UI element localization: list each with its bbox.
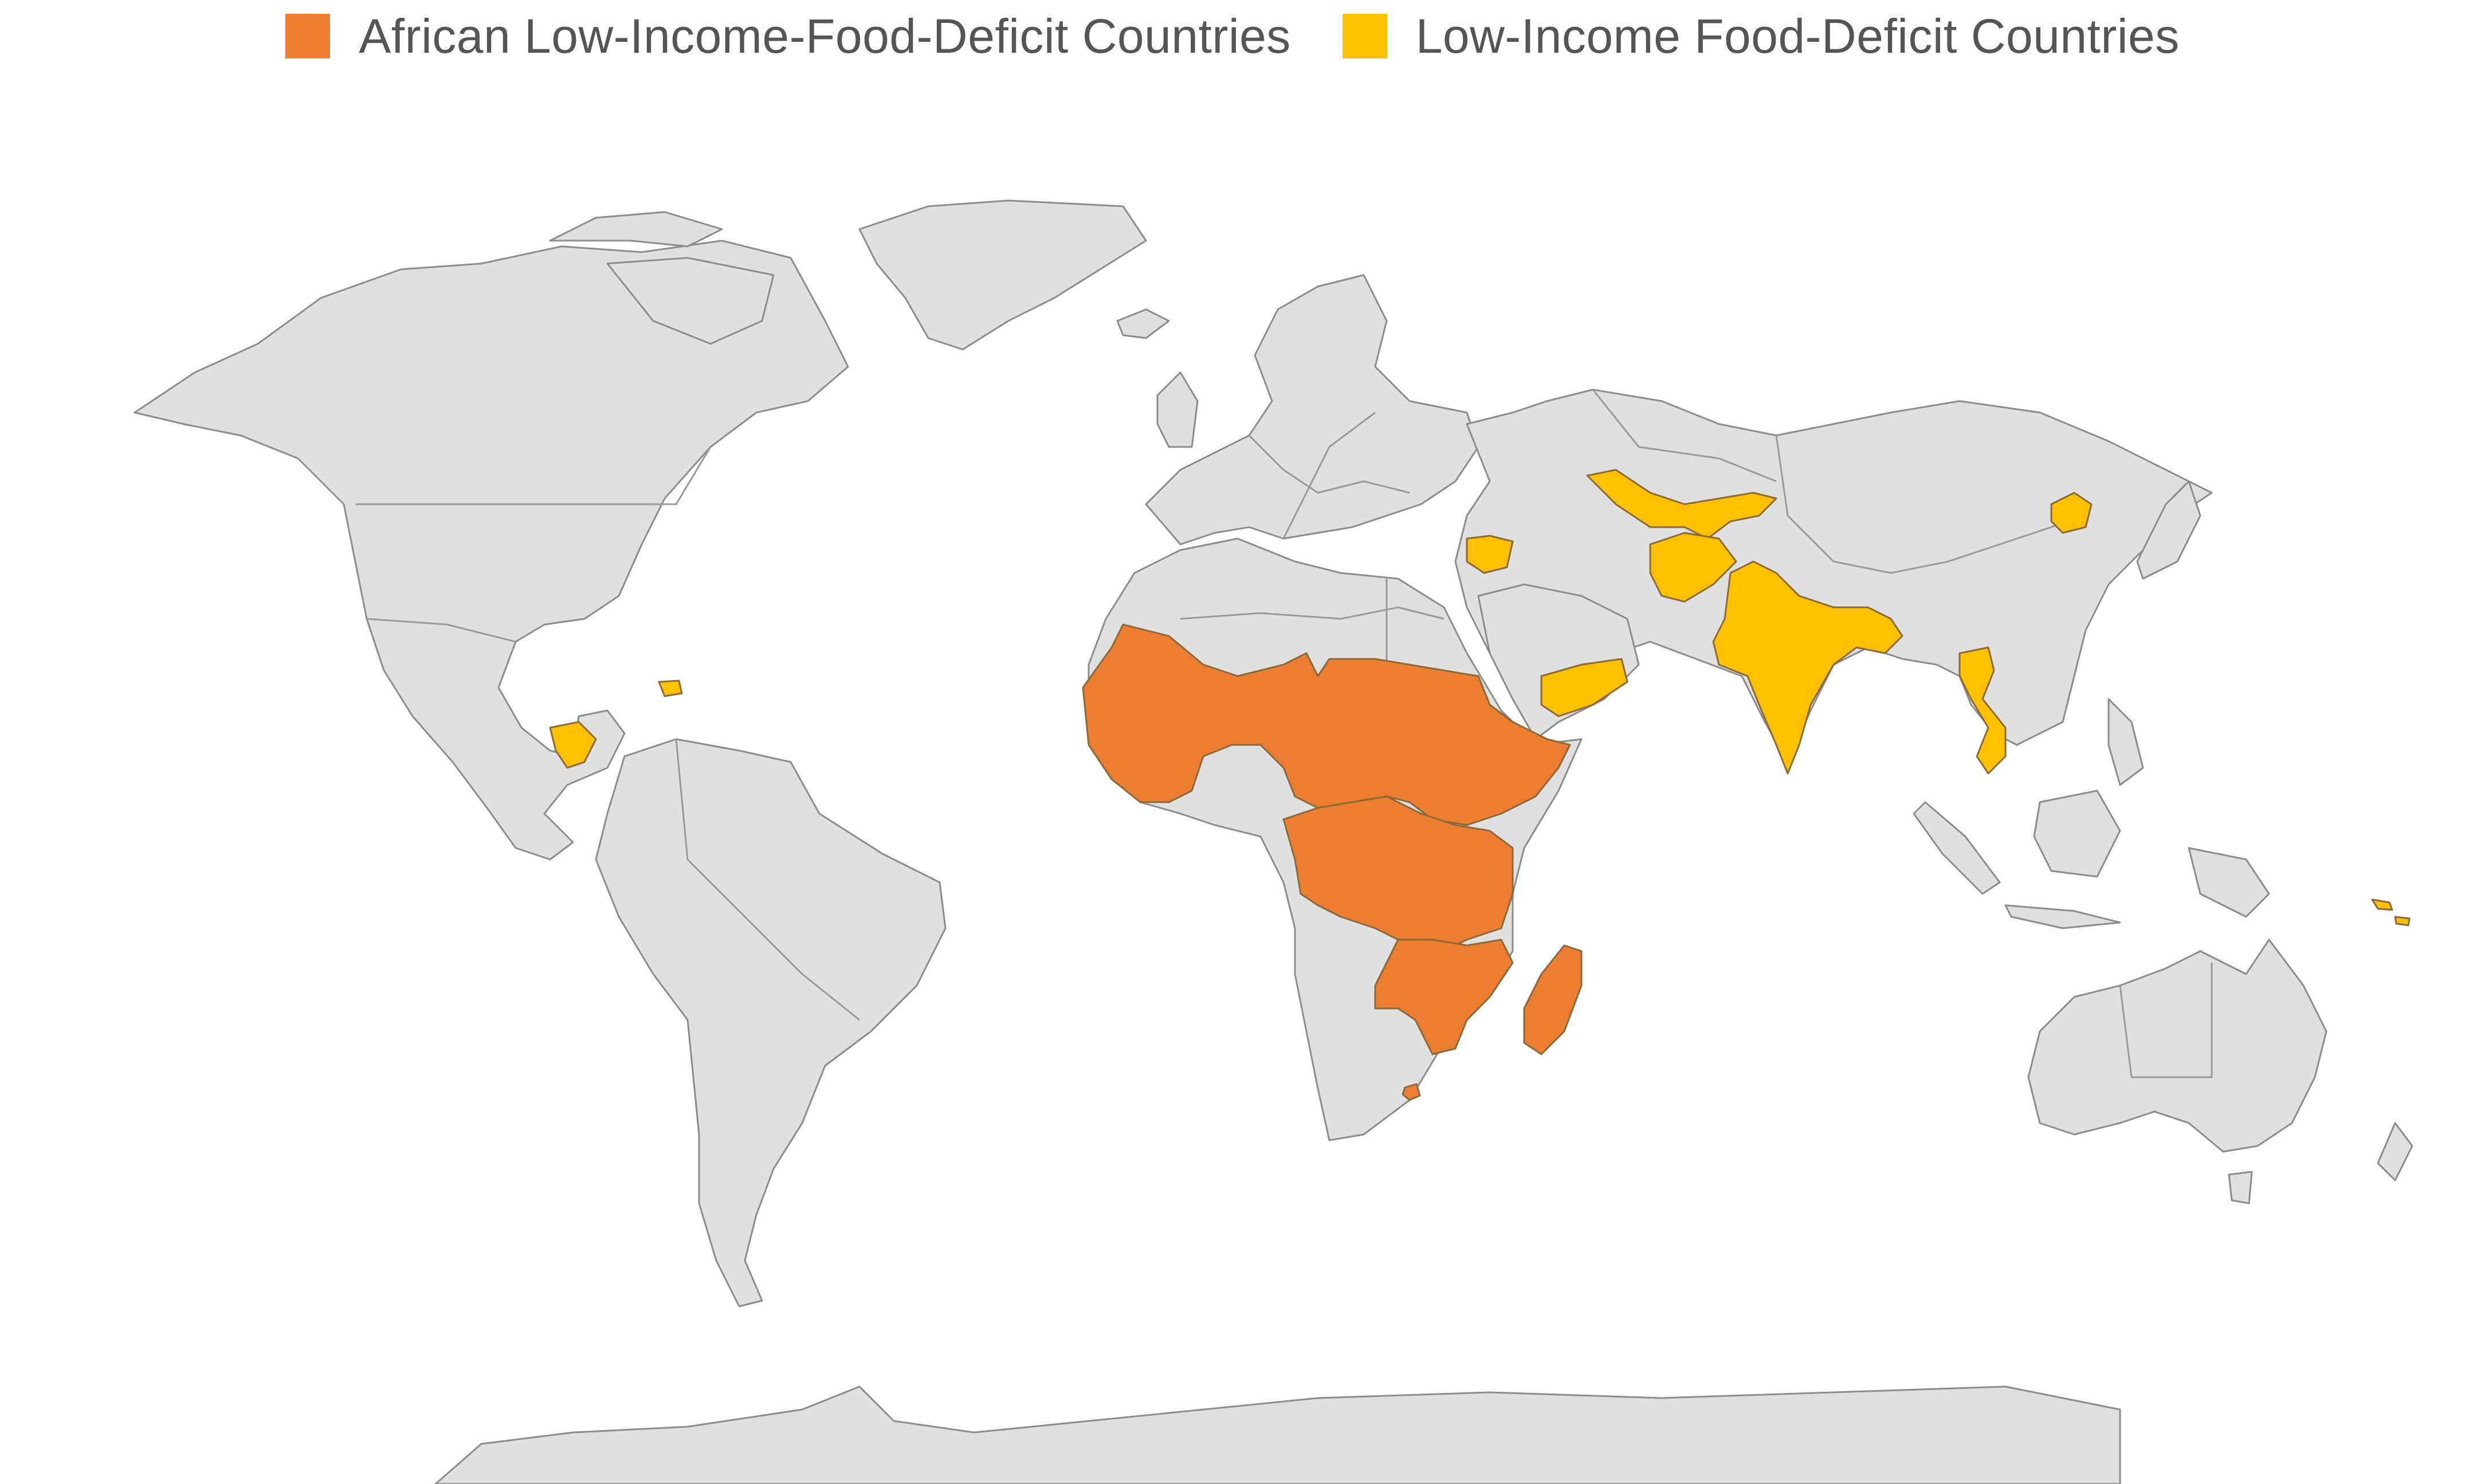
border-canada-usa	[355, 446, 712, 505]
region-north-korea	[2050, 492, 2093, 534]
south-america	[595, 738, 947, 1308]
tasmania	[2228, 1171, 2253, 1204]
canadian-arctic	[549, 211, 723, 248]
border-south-america	[675, 739, 860, 1021]
border-usa-mexico	[366, 618, 516, 643]
region-nicaragua	[549, 721, 597, 769]
europe	[1145, 274, 1479, 545]
map-legend: African Low-Income-Food-Deficit Countrie…	[0, 5, 2465, 68]
region-vietnam	[1958, 646, 2007, 775]
region-southeast-africa	[1374, 939, 1514, 1055]
north-america	[134, 240, 849, 861]
region-west-africa-sahel	[1082, 623, 1571, 826]
new-guinea	[2188, 847, 2270, 918]
region-lesotho	[1402, 1083, 1421, 1101]
legend-item-lifdc: Low-Income Food-Deficit Countries	[1342, 9, 2180, 64]
region-solomon-islands-2	[2394, 916, 2411, 926]
border-asia-1	[1592, 389, 1777, 482]
legend-swatch-african-lifdc	[285, 14, 331, 58]
legend-label-lifdc: Low-Income Food-Deficit Countries	[1415, 9, 2180, 63]
arctic-islands	[606, 257, 775, 345]
great-britain	[1156, 371, 1199, 448]
border-asia-2	[1775, 435, 2086, 574]
lifdc-regions	[549, 469, 2411, 926]
region-solomon-islands	[2371, 898, 2393, 911]
region-india	[1712, 560, 1903, 775]
greenland	[858, 199, 1147, 351]
japan	[2136, 480, 2201, 580]
new-zealand	[2377, 1122, 2413, 1181]
iceland	[1116, 308, 1170, 339]
border-europe-2	[1282, 411, 1376, 539]
legend-item-african-lifdc: African Low-Income-Food-Deficit Countrie…	[285, 9, 1290, 64]
antarctica	[434, 1385, 2121, 1484]
land-base	[134, 199, 2413, 1484]
african-lifdc-regions	[1082, 623, 1583, 1101]
legend-label-african-lifdc: African Low-Income-Food-Deficit Countrie…	[359, 9, 1291, 63]
region-afghanistan	[1649, 532, 1737, 603]
region-central-east-africa	[1282, 795, 1514, 952]
region-yemen	[1540, 658, 1628, 717]
sumatra	[1913, 801, 2001, 895]
border-europe-1	[1248, 434, 1410, 494]
philippines	[2107, 698, 2144, 786]
java	[2004, 904, 2121, 929]
border-australia	[2119, 963, 2213, 1078]
border-africa-north	[1180, 606, 1445, 620]
region-syria	[1466, 535, 1514, 574]
region-central-asia	[1586, 469, 1777, 540]
region-madagascar	[1523, 944, 1583, 1055]
region-haiti	[658, 680, 683, 697]
borneo	[2033, 790, 2121, 878]
legend-swatch-lifdc	[1342, 14, 1387, 58]
australia	[2027, 939, 2327, 1153]
